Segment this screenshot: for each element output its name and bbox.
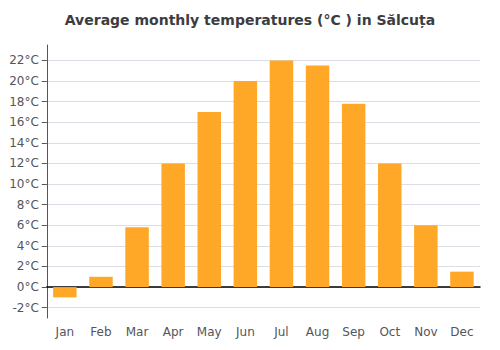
svg-text:16°C: 16°C [9, 115, 39, 129]
svg-text:-2°C: -2°C [12, 301, 38, 315]
svg-text:22°C: 22°C [9, 53, 39, 67]
svg-text:Aug: Aug [306, 325, 329, 339]
svg-text:Jun: Jun [235, 325, 255, 339]
svg-text:18°C: 18°C [9, 95, 39, 109]
svg-text:Nov: Nov [414, 325, 437, 339]
svg-text:Average monthly temperatures (: Average monthly temperatures (°C ) in Să… [65, 12, 435, 29]
svg-text:6°C: 6°C [17, 218, 39, 232]
svg-text:2°C: 2°C [17, 259, 39, 273]
svg-text:Jul: Jul [273, 325, 288, 339]
svg-text:Sep: Sep [342, 325, 365, 339]
svg-text:20°C: 20°C [9, 74, 39, 88]
svg-text:Dec: Dec [450, 325, 473, 339]
svg-text:May: May [197, 325, 222, 339]
svg-text:0°C: 0°C [17, 280, 39, 294]
svg-text:14°C: 14°C [9, 136, 39, 150]
svg-text:Apr: Apr [163, 325, 184, 339]
svg-text:12°C: 12°C [9, 156, 39, 170]
svg-text:8°C: 8°C [17, 198, 39, 212]
svg-text:4°C: 4°C [17, 239, 39, 253]
svg-text:10°C: 10°C [9, 177, 39, 191]
svg-text:Feb: Feb [90, 325, 111, 339]
svg-text:Mar: Mar [126, 325, 149, 339]
svg-text:Oct: Oct [379, 325, 400, 339]
svg-text:Jan: Jan [55, 325, 75, 339]
